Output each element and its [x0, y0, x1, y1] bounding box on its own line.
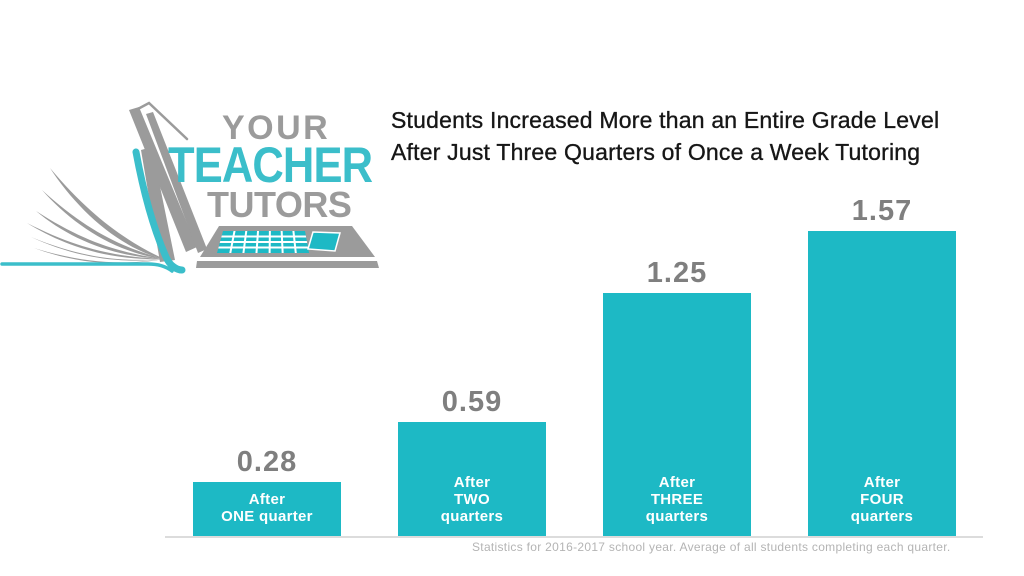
bar-group-one-quarter: 0.28 After ONE quarter: [193, 447, 341, 537]
bar-group-two-quarters: 0.59 After TWO quarters: [398, 387, 546, 537]
chart-baseline: [165, 536, 983, 538]
bar-group-four-quarters: 1.57 After FOUR quarters: [808, 196, 956, 537]
bar-category-label: After THREE quarters: [645, 474, 709, 525]
bar-value-label: 0.59: [441, 386, 503, 418]
chart-title-line2: After Just Three Quarters of Once a Week…: [391, 139, 921, 165]
bar-value-label: 0.28: [236, 446, 298, 478]
bar-after-two-quarters: After TWO quarters: [398, 422, 546, 537]
laptop-icon: [129, 101, 379, 268]
logo-word-teacher: TEACHER: [168, 137, 373, 193]
logo-graphic: [0, 101, 379, 274]
bar-value-label: 1.25: [646, 257, 708, 289]
open-book-icon: [0, 147, 186, 274]
bar-category-label: After TWO quarters: [440, 474, 504, 525]
bar-after-three-quarters: After THREE quarters: [603, 293, 751, 537]
bar-after-one-quarter: After ONE quarter: [193, 482, 341, 537]
footnote: Statistics for 2016-2017 school year. Av…: [472, 540, 951, 554]
bar-category-label: After ONE quarter: [221, 491, 313, 525]
chart-title: Students Increased More than an Entire G…: [391, 104, 1001, 168]
bar-after-four-quarters: After FOUR quarters: [808, 231, 956, 537]
bar-value-label: 1.57: [851, 195, 913, 227]
logo-word-your: YOUR: [222, 109, 331, 147]
bar-group-three-quarters: 1.25 After THREE quarters: [603, 258, 751, 537]
logo-word-tutors: TUTORS: [207, 184, 352, 225]
chart-title-line1: Students Increased More than an Entire G…: [391, 107, 940, 133]
bar-category-label: After FOUR quarters: [850, 474, 914, 525]
